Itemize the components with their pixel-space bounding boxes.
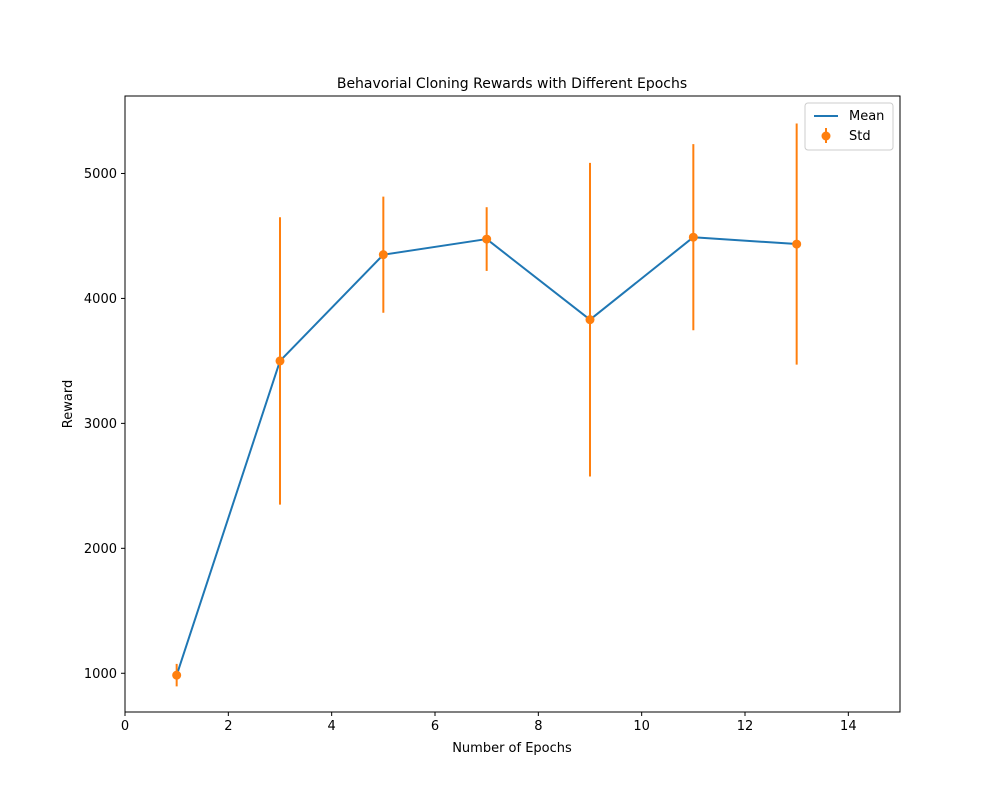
x-tick-label: 4 [328,719,336,734]
std-marker [482,234,492,244]
std-marker [275,356,285,366]
x-tick-label: 6 [431,719,439,734]
x-tick-label: 12 [737,719,754,734]
std-marker [792,239,802,249]
chart-title: Behavorial Cloning Rewards with Differen… [337,76,687,92]
y-axis-label: Reward [61,380,76,428]
x-tick-label: 14 [840,719,857,734]
y-tick-label: 2000 [84,542,117,557]
legend-std-label: Std [849,129,871,144]
x-axis-ticks: 0 2 4 6 8 10 12 14 [121,712,857,734]
x-tick-label: 8 [534,719,542,734]
y-tick-label: 5000 [84,167,117,182]
y-tick-label: 4000 [84,292,117,307]
mean-line [175,236,797,676]
y-axis-ticks: 1000 2000 3000 4000 5000 [84,167,125,682]
axes-frame [124,95,901,713]
x-tick-label: 0 [121,719,129,734]
plot-area [172,123,802,687]
legend-mean-label: Mean [849,109,884,124]
x-axis-label: Number of Epochs [452,741,572,756]
std-marker [585,315,595,325]
x-tick-label: 2 [224,719,232,734]
legend: Mean Std [804,102,894,151]
std-marker [688,232,698,242]
x-tick-label: 10 [633,719,650,734]
y-tick-label: 3000 [84,417,117,432]
y-tick-label: 1000 [84,667,117,682]
std-marker [172,670,182,680]
std-marker [378,250,388,260]
legend-std-swatch-marker [821,131,831,141]
